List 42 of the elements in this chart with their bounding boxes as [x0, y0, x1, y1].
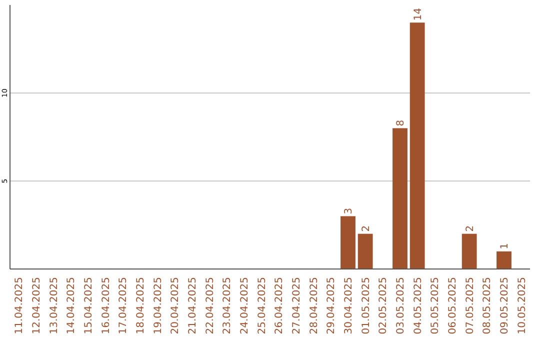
data-label: 14 — [412, 8, 424, 21]
x-tick-label: 05.05.2025 — [430, 277, 442, 334]
x-tick-label: 15.04.2025 — [84, 277, 94, 334]
x-tick-label: 03.05.2025 — [396, 277, 406, 334]
data-label: 2 — [464, 225, 476, 232]
x-tick-label: 30.04.2025 — [344, 277, 354, 334]
bar — [392, 128, 408, 269]
x-tick-label: 19.04.2025 — [152, 277, 164, 334]
x-tick-label: 24.04.2025 — [240, 277, 250, 334]
x-tick-label: 01.05.2025 — [360, 277, 372, 334]
x-tick-label: 08.05.2025 — [482, 277, 494, 334]
x-tick-label: 28.04.2025 — [308, 277, 320, 334]
bar — [340, 216, 356, 269]
x-tick-label: 17.04.2025 — [118, 277, 130, 334]
data-label: 3 — [344, 208, 354, 214]
x-tick-label: 18.04.2025 — [136, 277, 146, 334]
bar — [358, 234, 373, 269]
x-tick-label: 29.04.2025 — [326, 277, 338, 334]
x-tick-label: 20.04.2025 — [170, 277, 182, 334]
bar — [410, 22, 425, 269]
x-tick-label: 09.05.2025 — [500, 277, 510, 334]
x-tick-label: 10.05.2025 — [516, 277, 528, 334]
x-tick-label: 16.04.2025 — [100, 277, 112, 334]
x-tick-label: 02.05.2025 — [378, 277, 390, 334]
x-tick-label: 27.04.2025 — [292, 277, 302, 334]
x-tick-label: 04.05.2025 — [412, 277, 424, 334]
data-label: 8 — [396, 120, 406, 126]
bar — [496, 251, 512, 269]
x-tick-label: 06.05.2025 — [448, 277, 458, 334]
data-label: 1 — [500, 243, 510, 250]
x-tick-label: 12.04.2025 — [32, 277, 42, 334]
x-tick-label: 13.04.2025 — [48, 277, 60, 334]
x-tick-label: 11.04.2025 — [14, 277, 26, 334]
data-label: 2 — [360, 225, 372, 232]
x-tick-label: 21.04.2025 — [188, 277, 198, 334]
x-tick-label: 25.04.2025 — [256, 277, 268, 334]
x-tick-label: 07.05.2025 — [464, 277, 476, 334]
x-tick-label: 22.04.2025 — [204, 277, 216, 334]
x-tick-label: 14.04.2025 — [66, 277, 78, 334]
bar — [462, 234, 477, 269]
x-tick-label: 23.04.2025 — [222, 277, 234, 334]
x-tick-label: 26.04.2025 — [274, 277, 286, 334]
